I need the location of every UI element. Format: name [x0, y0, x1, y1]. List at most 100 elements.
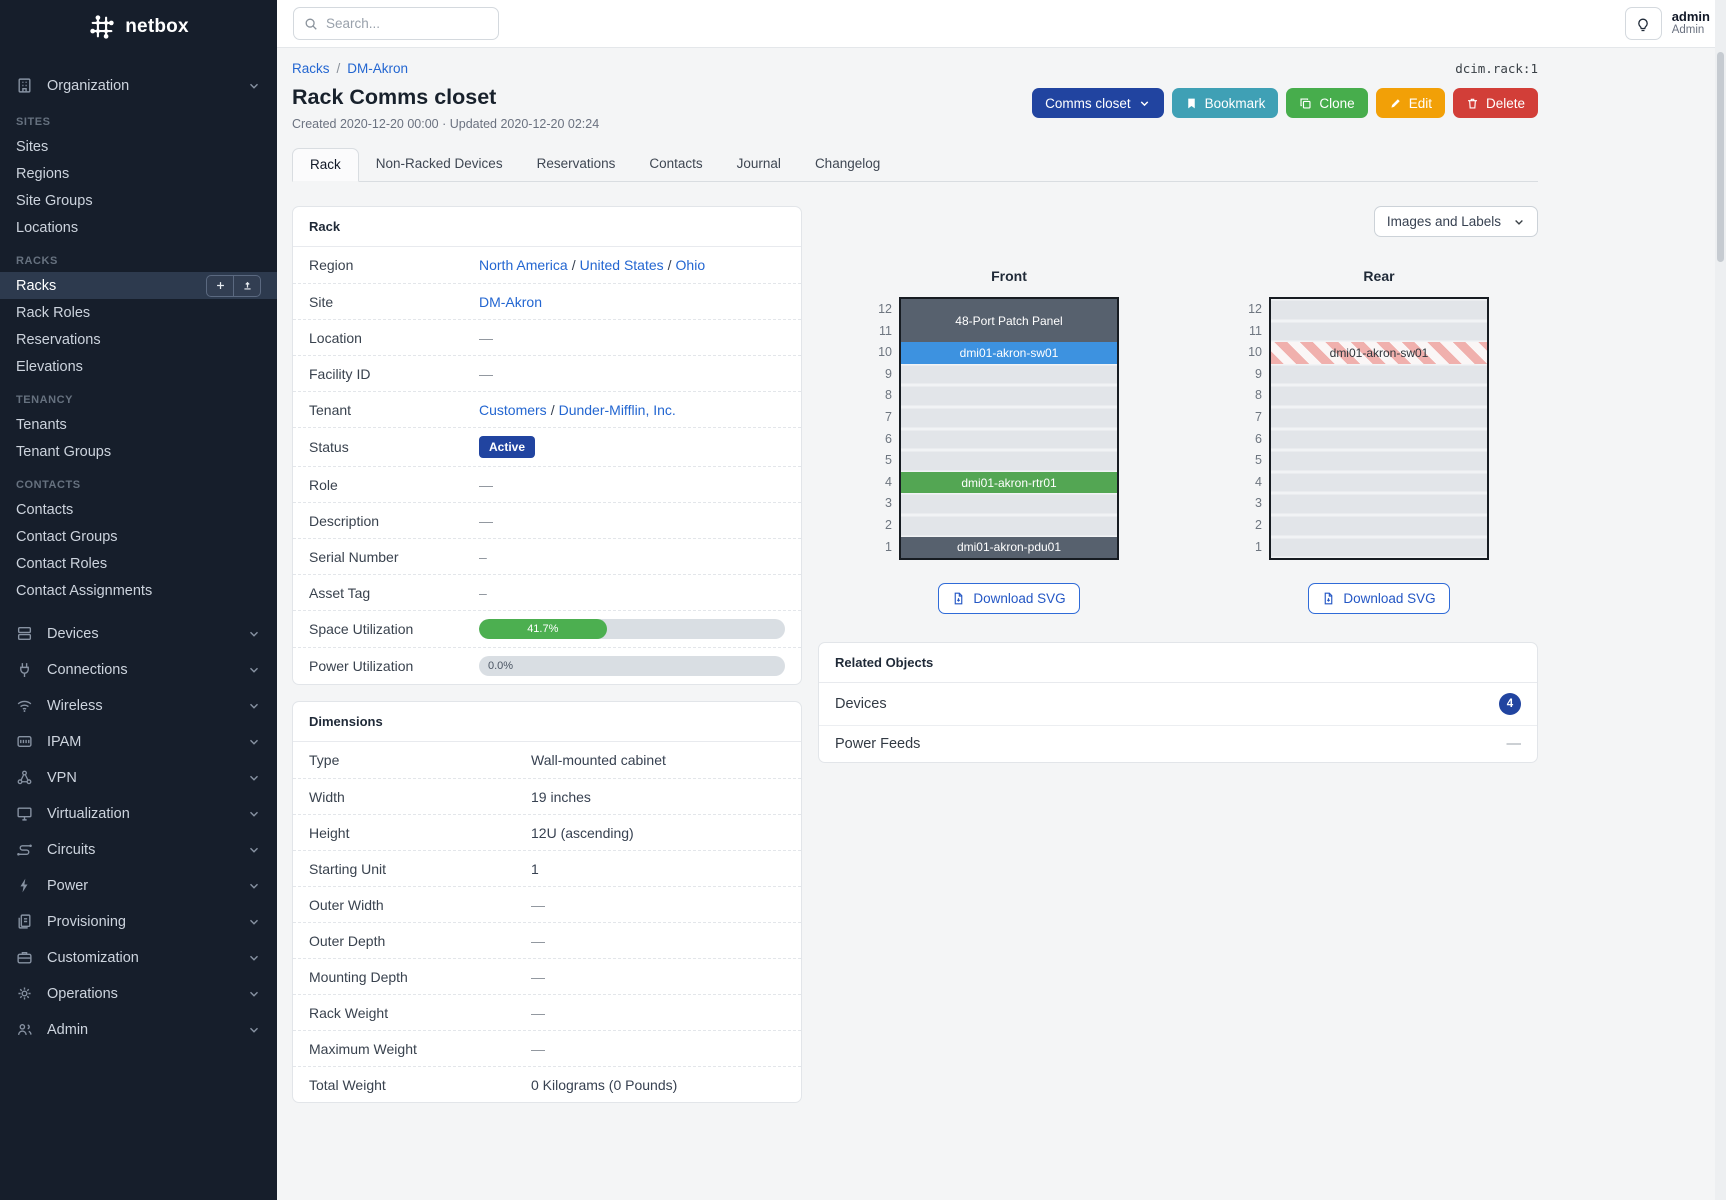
front-download-svg-button[interactable]: Download SVG [938, 583, 1080, 615]
sidebar-item-organization[interactable]: Organization [0, 69, 277, 102]
sidebar-item-admin[interactable]: Admin [0, 1013, 277, 1046]
chevron-down-icon [250, 811, 258, 817]
sidebar-item-tenant-groups[interactable]: Tenant Groups [16, 443, 112, 460]
rack-device-switch[interactable]: dmi01-akron-sw01 [901, 342, 1117, 364]
sidebar-item-label: Virtualization [47, 805, 130, 822]
chevron-down-icon [250, 775, 258, 781]
search-input[interactable] [326, 16, 488, 31]
object-identifier: dcim.rack:1 [1455, 61, 1538, 76]
sidebar-item-contact-assignments[interactable]: Contact Assignments [16, 582, 153, 599]
sidebar-item-contact-groups[interactable]: Contact Groups [16, 528, 118, 545]
chevron-down-icon [250, 703, 258, 709]
tab-rack[interactable]: Rack [292, 148, 359, 182]
chevron-down-icon [250, 667, 258, 673]
upload-icon [243, 281, 251, 290]
tab-journal[interactable]: Journal [736, 156, 781, 171]
import-racks-button[interactable] [233, 274, 261, 297]
field-label: Rack Weight [309, 1004, 389, 1021]
chevron-down-icon [250, 955, 258, 961]
rack-device-patch-panel[interactable]: 48-Port Patch Panel [901, 299, 1117, 343]
delete-button[interactable]: Delete [1452, 88, 1538, 118]
sidebar-item-operations[interactable]: Operations [0, 977, 277, 1010]
site-link[interactable]: DM-Akron [479, 293, 543, 310]
field-label: Height [309, 824, 350, 841]
rack-device-pdu[interactable]: dmi01-akron-pdu01 [901, 536, 1117, 559]
front-elevation: Front 12 11 10 9 8 7 6 5 4 3 2 1 48-Port Patch Pane… [867, 268, 1119, 615]
sidebar-item-ipam[interactable]: IPAM [0, 725, 277, 758]
rear-download-svg-button[interactable]: Download SVG [1308, 583, 1450, 615]
rear-elevation-title: Rear [1363, 268, 1395, 284]
sidebar-item-locations[interactable]: Locations [16, 219, 79, 236]
sidebar-item-reservations[interactable]: Reservations [16, 331, 101, 348]
elevation-view-select[interactable]: Images and Labels [1373, 206, 1538, 237]
user-menu[interactable]: admin Admin [1672, 9, 1710, 38]
chevron-down-icon [250, 83, 258, 89]
search-box[interactable] [293, 7, 499, 40]
status-badge: Active [479, 436, 536, 458]
add-rack-button[interactable] [206, 274, 234, 297]
sidebar-item-contact-roles[interactable]: Contact Roles [16, 555, 108, 572]
field-label: Site [309, 293, 334, 310]
clone-button[interactable]: Clone [1286, 88, 1368, 118]
page-scrollbar[interactable] [1715, 0, 1726, 1200]
scrollbar-thumb[interactable] [1717, 52, 1724, 262]
bolt-icon [20, 878, 28, 893]
sidebar-item-devices[interactable]: Devices [0, 617, 277, 650]
sidebar-item-circuits[interactable]: Circuits [0, 833, 277, 866]
page-content: Racks / DM-Akron dcim.rack:1 Rack Comms cl… [292, 48, 1538, 1103]
sidebar-item-racks[interactable]: Racks [0, 272, 277, 299]
tenant-link[interactable]: Dunder-Mifflin, Inc. [558, 401, 676, 418]
bookmark-label: Bookmark [1204, 95, 1266, 111]
sidebar-item-virtualization[interactable]: Virtualization [0, 797, 277, 830]
sidebar-item-regions[interactable]: Regions [16, 165, 70, 182]
breadcrumb-separator: / [336, 61, 341, 76]
bookmark-button[interactable]: Bookmark [1171, 88, 1279, 118]
sidebar-item-label: Provisioning [47, 913, 126, 930]
field-value: – [479, 584, 487, 601]
chevron-down-icon [250, 1027, 258, 1033]
sidebar-item-vpn[interactable]: VPN [0, 761, 277, 794]
field-value: 0 Kilograms (0 Pounds) [531, 1076, 678, 1093]
sidebar-item-connections[interactable]: Connections [0, 653, 277, 686]
field-label: Asset Tag [309, 584, 371, 601]
region-link[interactable]: North America [479, 257, 568, 273]
field-label: Serial Number [309, 548, 399, 565]
sidebar-item-rack-roles[interactable]: Rack Roles [16, 304, 91, 321]
sidebar-item-provisioning[interactable]: Provisioning [0, 905, 277, 938]
rack-panel-title: Rack [293, 207, 801, 247]
sidebar-item-power[interactable]: Power [0, 869, 277, 902]
breadcrumb-site[interactable]: DM-Akron [347, 61, 409, 76]
download-svg-label: Download SVG [1343, 591, 1436, 607]
space-utilization-fill: 41.7% [479, 619, 607, 639]
region-link[interactable]: Ohio [675, 257, 706, 273]
netbox-logo[interactable]: netbox [0, 2, 277, 52]
sidebar-item-elevations[interactable]: Elevations [16, 358, 83, 375]
rear-unit-numbers: 12 11 10 9 8 7 6 5 4 3 2 1 [1248, 302, 1262, 554]
related-devices-row[interactable]: Devices 4 [819, 683, 1537, 725]
tab-contacts[interactable]: Contacts [649, 156, 703, 171]
rack-device-switch-rear[interactable]: dmi01-akron-sw01 [1271, 342, 1487, 364]
sidebar-item-sites[interactable]: Sites [16, 138, 49, 155]
rack-device-router[interactable]: dmi01-akron-rtr01 [901, 471, 1117, 494]
related-power-feeds-row[interactable]: Power Feeds — [819, 725, 1537, 762]
field-label: Outer Width [309, 896, 384, 913]
edit-button[interactable]: Edit [1375, 88, 1445, 118]
breadcrumb-racks[interactable]: Racks [292, 61, 330, 76]
tab-reservations[interactable]: Reservations [536, 156, 616, 171]
field-label: Type [309, 752, 340, 768]
tab-non-racked-devices[interactable]: Non-Racked Devices [375, 156, 503, 171]
sidebar-item-tenants[interactable]: Tenants [16, 416, 67, 433]
sidebar-item-contacts[interactable]: Contacts [16, 501, 74, 518]
sidebar-item-wireless[interactable]: Wireless [0, 689, 277, 722]
field-label: Space Utilization [309, 621, 414, 637]
tenant-group-link[interactable]: Customers [479, 401, 547, 418]
field-label: Starting Unit [309, 860, 387, 877]
rack-selector-button[interactable]: Comms closet [1032, 88, 1164, 118]
theme-toggle-button[interactable] [1624, 7, 1662, 40]
region-link[interactable]: United States [579, 257, 664, 273]
briefcase-icon [17, 952, 32, 964]
tab-changelog[interactable]: Changelog [814, 156, 881, 171]
field-value: — [531, 968, 545, 985]
sidebar-item-customization[interactable]: Customization [0, 941, 277, 974]
sidebar-item-site-groups[interactable]: Site Groups [16, 192, 93, 209]
